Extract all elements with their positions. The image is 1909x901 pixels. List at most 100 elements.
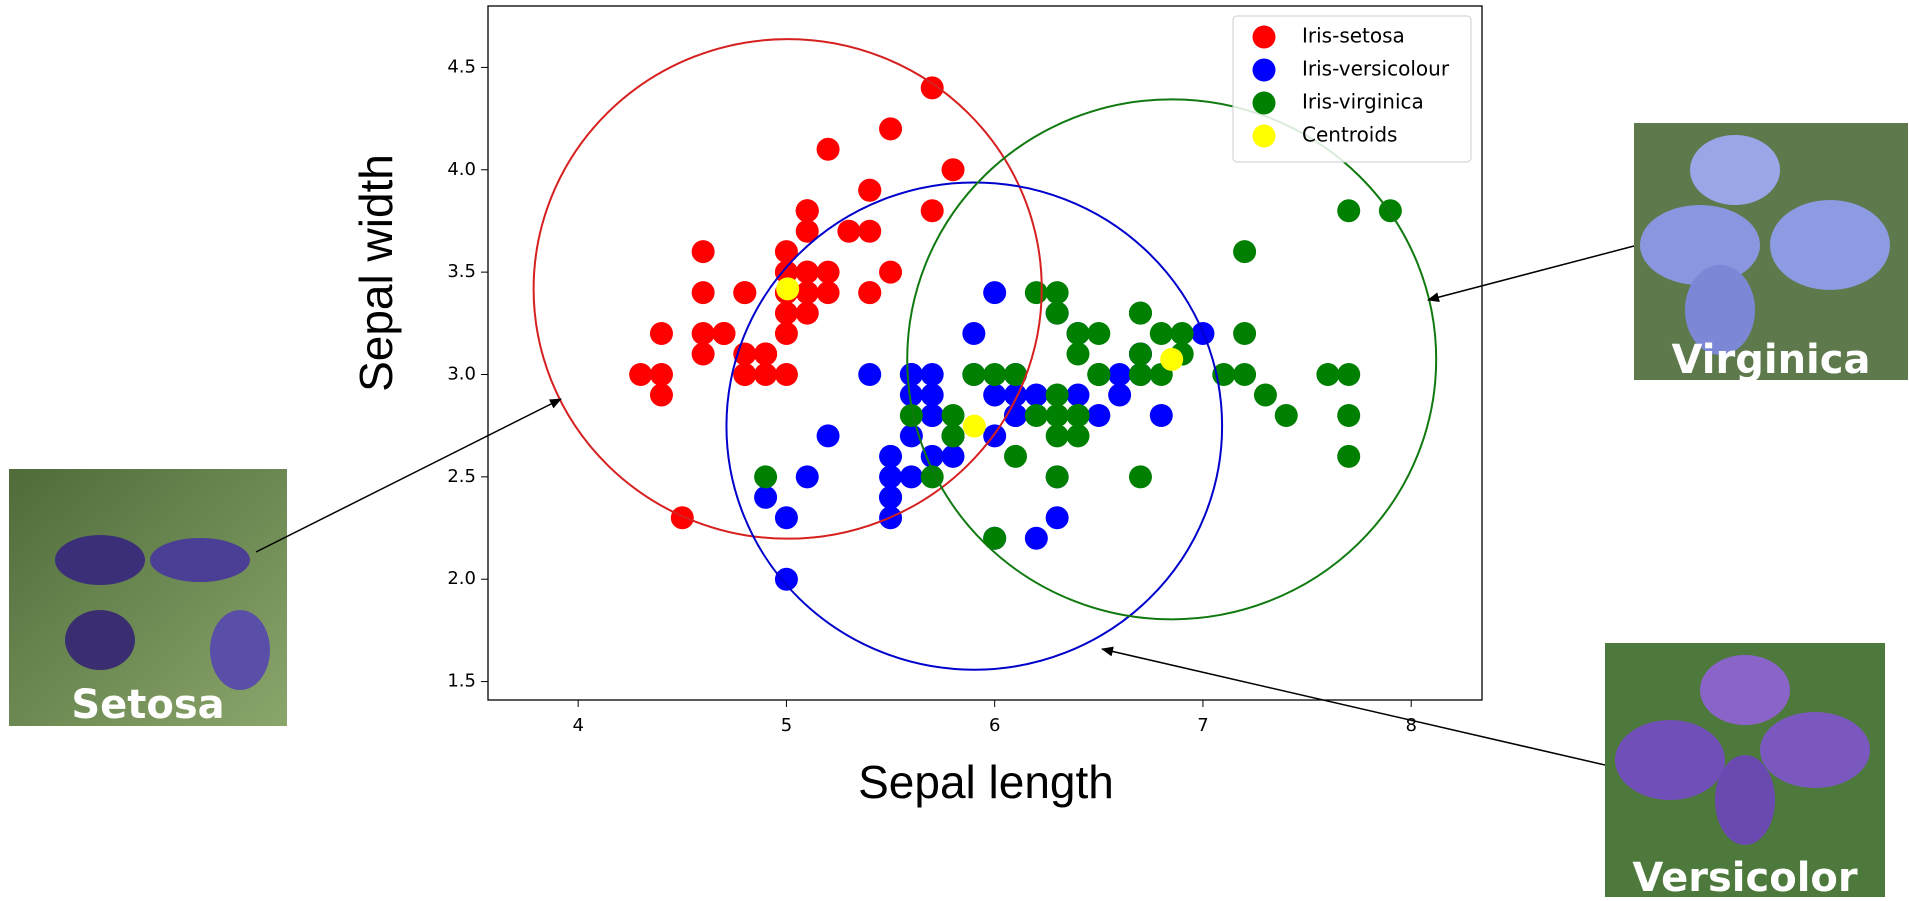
- y-tick-label: 4.5: [447, 56, 476, 77]
- point: [879, 260, 903, 284]
- point: [858, 178, 882, 202]
- point: [1337, 362, 1361, 386]
- point: [962, 362, 986, 386]
- point: [962, 322, 986, 346]
- point: [1045, 424, 1069, 448]
- point: [754, 465, 778, 489]
- point: [1337, 444, 1361, 468]
- legend-label: Iris-setosa: [1302, 24, 1405, 48]
- point: [629, 362, 653, 386]
- point: [879, 465, 903, 489]
- point: [879, 117, 903, 141]
- arrow: [1427, 245, 1635, 303]
- point: [1004, 383, 1028, 407]
- point: [1087, 362, 1111, 386]
- point: [920, 362, 944, 386]
- point: [1024, 403, 1048, 427]
- point: [1066, 424, 1090, 448]
- point: [1233, 362, 1257, 386]
- point: [899, 383, 923, 407]
- y-tick-label: 3.0: [447, 363, 476, 384]
- point: [1087, 322, 1111, 346]
- point: [691, 322, 715, 346]
- point: [899, 362, 923, 386]
- point: [733, 362, 757, 386]
- legend-marker: [1252, 25, 1276, 49]
- cluster-circle: [532, 38, 1043, 540]
- cluster-circle: [906, 98, 1438, 621]
- point: [816, 281, 840, 305]
- point: [1045, 506, 1069, 530]
- point: [649, 322, 673, 346]
- point: [1149, 403, 1173, 427]
- point: [795, 260, 819, 284]
- point: [1149, 322, 1173, 346]
- point: [983, 526, 1007, 550]
- legend-label: Iris-versicolour: [1302, 57, 1450, 81]
- point: [1004, 362, 1028, 386]
- point: [774, 322, 798, 346]
- point: [1066, 322, 1090, 346]
- point: [754, 362, 778, 386]
- point: [795, 465, 819, 489]
- legend-label: Iris-virginica: [1302, 90, 1424, 114]
- point: [1024, 383, 1048, 407]
- point: [1316, 362, 1340, 386]
- point: [920, 76, 944, 100]
- x-tick-label: 7: [1197, 715, 1208, 736]
- point: [920, 199, 944, 223]
- point: [837, 219, 861, 243]
- point: [816, 424, 840, 448]
- point: [1160, 347, 1184, 371]
- point: [920, 444, 944, 468]
- point: [754, 342, 778, 366]
- legend-label: Centroids: [1302, 123, 1397, 147]
- point: [1128, 342, 1152, 366]
- point: [691, 342, 715, 366]
- point: [1274, 403, 1298, 427]
- point: [816, 137, 840, 161]
- point: [1045, 301, 1069, 325]
- point: [858, 219, 882, 243]
- point: [795, 199, 819, 223]
- point: [983, 383, 1007, 407]
- point: [670, 506, 694, 530]
- point: [795, 219, 819, 243]
- point: [983, 281, 1007, 305]
- photo-label: Setosa: [71, 682, 224, 728]
- point: [1087, 403, 1111, 427]
- point: [962, 414, 986, 438]
- point: [1024, 281, 1048, 305]
- y-axis-label: Sepal width: [350, 154, 402, 392]
- point: [691, 281, 715, 305]
- point: [1045, 383, 1069, 407]
- y-tick-label: 3.5: [447, 261, 476, 282]
- point: [941, 403, 965, 427]
- photo-label: Versicolor: [1632, 855, 1858, 897]
- arrow: [1101, 646, 1606, 766]
- point: [795, 301, 819, 325]
- point: [776, 277, 800, 301]
- point: [733, 281, 757, 305]
- point: [1066, 403, 1090, 427]
- point: [649, 383, 673, 407]
- point: [941, 158, 965, 182]
- legend-marker: [1252, 91, 1276, 115]
- point: [1045, 281, 1069, 305]
- point: [899, 465, 923, 489]
- y-tick-label: 2.5: [447, 466, 476, 487]
- point: [754, 485, 778, 509]
- point: [691, 240, 715, 264]
- point: [920, 403, 944, 427]
- x-tick-label: 8: [1405, 715, 1416, 736]
- point: [858, 281, 882, 305]
- point: [816, 260, 840, 284]
- point: [1233, 322, 1257, 346]
- photo-virginica: Virginica: [1634, 123, 1908, 383]
- y-tick-label: 1.5: [447, 671, 476, 692]
- point: [1045, 403, 1069, 427]
- point: [712, 322, 736, 346]
- point: [1170, 322, 1194, 346]
- y-tick-label: 4.0: [447, 159, 476, 180]
